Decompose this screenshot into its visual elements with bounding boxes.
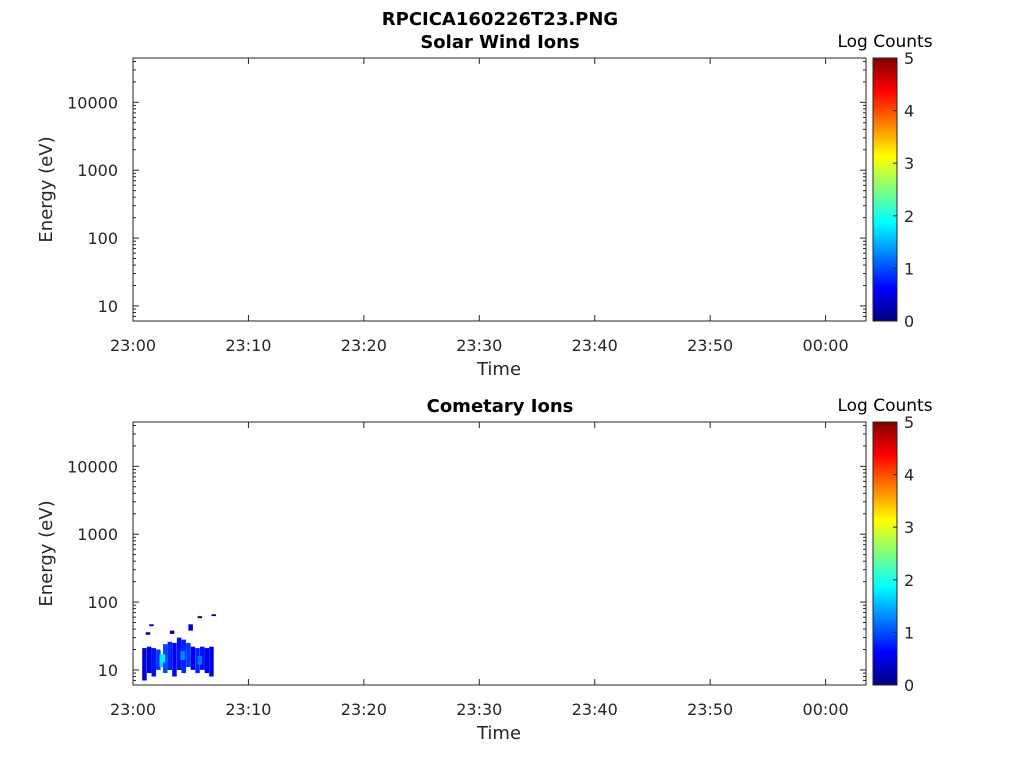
colorbar-tick-label: 3	[904, 518, 914, 537]
x-axis-label: Time	[476, 723, 521, 744]
x-tick-label: 00:00	[803, 700, 849, 719]
panel-title: Cometary Ions	[427, 396, 574, 417]
x-tick-label: 23:40	[572, 336, 618, 355]
colorbar-tick-label: 4	[904, 102, 914, 121]
colorbar-label: Log Counts	[837, 396, 932, 416]
spectrogram-cell	[145, 632, 151, 635]
spectrogram-cell	[186, 642, 191, 668]
spectrogram-cell	[195, 648, 200, 674]
x-tick-label: 23:00	[110, 336, 156, 355]
x-tick-label: 23:30	[456, 700, 502, 719]
colorbar-tick-label: 0	[904, 676, 914, 695]
spectrogram-cell	[163, 644, 168, 673]
y-tick-label: 10	[98, 661, 118, 680]
y-tick-label: 100	[87, 229, 118, 248]
spectrogram-cell	[200, 646, 205, 670]
y-tick-label: 10000	[67, 457, 118, 476]
spectrogram-cell	[167, 641, 173, 670]
x-tick-label: 23:50	[687, 336, 733, 355]
colorbar-tick-label: 2	[904, 207, 914, 226]
colorbar	[872, 421, 898, 686]
colorbar-tick-label: 3	[904, 154, 914, 173]
spectrogram-cell	[176, 637, 182, 670]
spectrogram-cell	[211, 614, 216, 617]
spectrogram-cell	[146, 646, 152, 673]
spectrogram-cell	[156, 649, 161, 670]
spectrogram-cell	[160, 654, 166, 663]
plot-area-frame	[132, 421, 867, 686]
colorbar-label: Log Counts	[837, 32, 932, 52]
y-axis-label: Energy (eV)	[36, 500, 57, 606]
x-tick-label: 23:50	[687, 700, 733, 719]
x-tick-label: 23:20	[341, 700, 387, 719]
colorbar-tick-label: 2	[904, 571, 914, 590]
x-tick-label: 23:00	[110, 700, 156, 719]
colorbar-tick-label: 5	[904, 413, 914, 432]
colorbar-tick-label: 1	[904, 623, 914, 642]
spectrogram-cell	[151, 648, 156, 677]
spectrogram-cell	[188, 624, 193, 631]
spectrogram-cell	[197, 656, 203, 665]
colorbar-tick-label: 0	[904, 312, 914, 331]
colorbar	[872, 57, 898, 322]
figure-title: RPCICA160226T23.PNG	[382, 9, 618, 30]
spectrogram-cell	[190, 646, 196, 670]
spectrogram-cell	[169, 630, 175, 634]
colorbar-tick-label: 1	[904, 259, 914, 278]
x-tick-label: 23:30	[456, 336, 502, 355]
x-tick-label: 00:00	[803, 336, 849, 355]
panel-title: Solar Wind Ions	[420, 32, 579, 53]
x-tick-label: 23:10	[225, 700, 271, 719]
panel-solar-wind-ions: Solar Wind Ions 23:00 23:10 23:20 23:30 23:40…	[36, 32, 933, 380]
x-tick-label: 23:20	[341, 336, 387, 355]
y-tick-label: 1000	[77, 161, 118, 180]
plot-area-frame	[132, 57, 867, 322]
spectrogram-cell	[172, 642, 177, 677]
colorbar-tick-label: 4	[904, 466, 914, 485]
y-tick-label: 100	[87, 593, 118, 612]
spectrogram-cell	[204, 648, 210, 674]
spectrogram-cell	[180, 651, 185, 660]
spectrogram-cell	[149, 624, 154, 627]
y-tick-label: 10000	[67, 93, 118, 112]
x-tick-label: 23:40	[572, 700, 618, 719]
y-tick-label: 10	[98, 297, 118, 316]
y-tick-label: 1000	[77, 525, 118, 544]
colorbar-tick-label: 5	[904, 49, 914, 68]
spectrogram-cell	[197, 616, 203, 619]
spectrogram-cell	[209, 646, 214, 677]
spectrogram-cell	[142, 648, 147, 681]
x-tick-label: 23:10	[225, 336, 271, 355]
y-axis-label: Energy (eV)	[36, 136, 57, 242]
x-axis-label: Time	[476, 359, 521, 380]
